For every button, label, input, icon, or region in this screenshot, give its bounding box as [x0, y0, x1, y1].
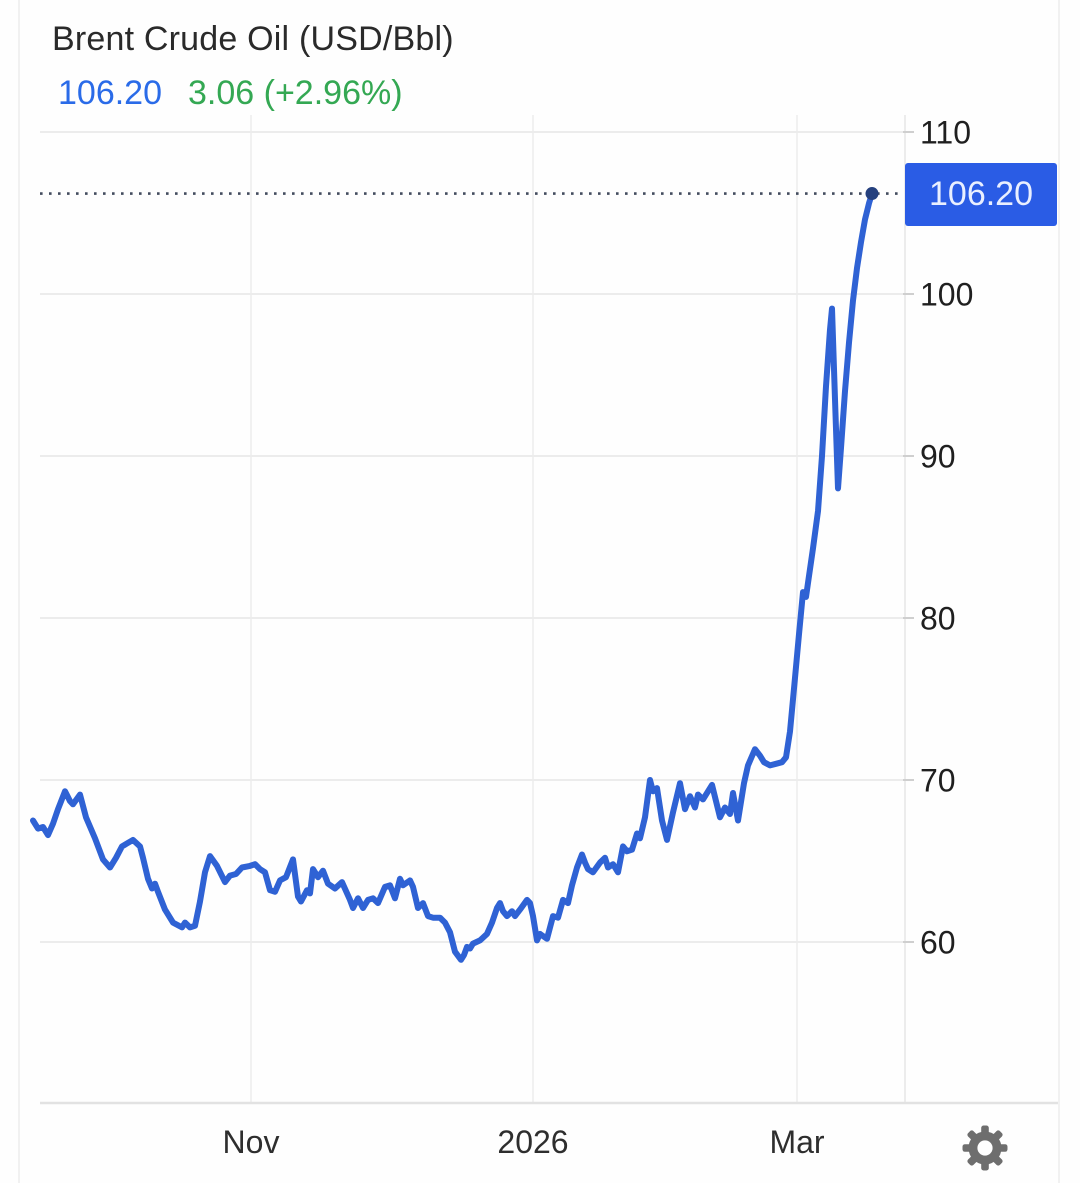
price-line[interactable] [30, 190, 875, 963]
right-border [1058, 0, 1060, 1183]
x-axis-tick-label: Nov [222, 1124, 280, 1160]
settings-button[interactable] [960, 1123, 1010, 1173]
y-axis-tick-label: 70 [920, 762, 956, 799]
y-axis-tick-label: 90 [920, 438, 956, 475]
x-axis-tick-label: Mar [769, 1124, 825, 1160]
left-border [18, 0, 20, 1183]
y-axis-tick-label: 80 [920, 600, 956, 637]
last-price-dot [865, 187, 879, 201]
y-axis-tick-label: 100 [920, 276, 974, 313]
price-row: 106.20 3.06 (+2.96%) [58, 74, 403, 113]
y-axis-tick-label: 60 [920, 924, 956, 961]
price-change: 3.06 (+2.96%) [188, 74, 403, 112]
x-axis-tick-label: 2026 [497, 1124, 569, 1160]
current-price-badge-label: 106.20 [929, 174, 1033, 213]
last-price: 106.20 [58, 74, 162, 112]
gear-icon [962, 1125, 1008, 1171]
y-axis-tick-label: 110 [920, 114, 972, 151]
chart-title: Brent Crude Oil (USD/Bbl) [52, 20, 454, 58]
current-price-badge: 106.20 [905, 162, 1057, 226]
